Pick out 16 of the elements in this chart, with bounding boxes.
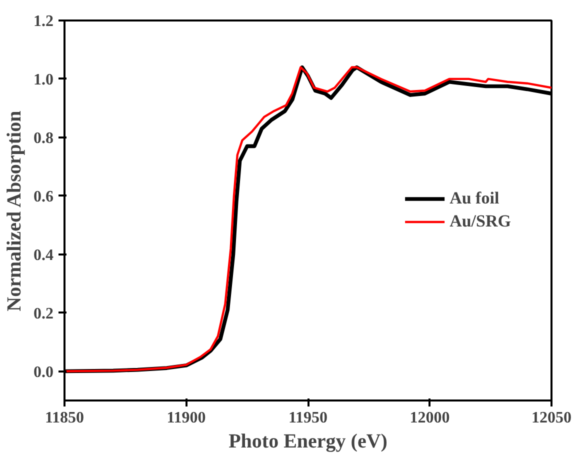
x-tick-label: 12000 (410, 410, 450, 426)
y-tick-label: 1.0 (34, 71, 54, 88)
y-tick-label: 0.2 (34, 305, 54, 322)
y-tick-label: 0.4 (34, 246, 54, 264)
x-tick-label: 11900 (166, 410, 206, 426)
y-axis-title: Normalized Absorption (4, 110, 26, 312)
x-tick-label: 11950 (288, 410, 328, 426)
legend-label: Au foil (450, 188, 500, 208)
y-tick-label: 1.2 (34, 13, 54, 30)
y-tick-label: 0.0 (34, 364, 54, 381)
y-tick-label: 0.6 (34, 188, 54, 206)
x-axis-title: Photo Energy (eV) (228, 430, 388, 452)
x-tick-label: 11850 (44, 410, 84, 426)
x-tick-label: 12050 (532, 410, 572, 426)
y-tick-label: 0.8 (34, 130, 54, 147)
legend-label: Au/SRG (450, 212, 511, 232)
